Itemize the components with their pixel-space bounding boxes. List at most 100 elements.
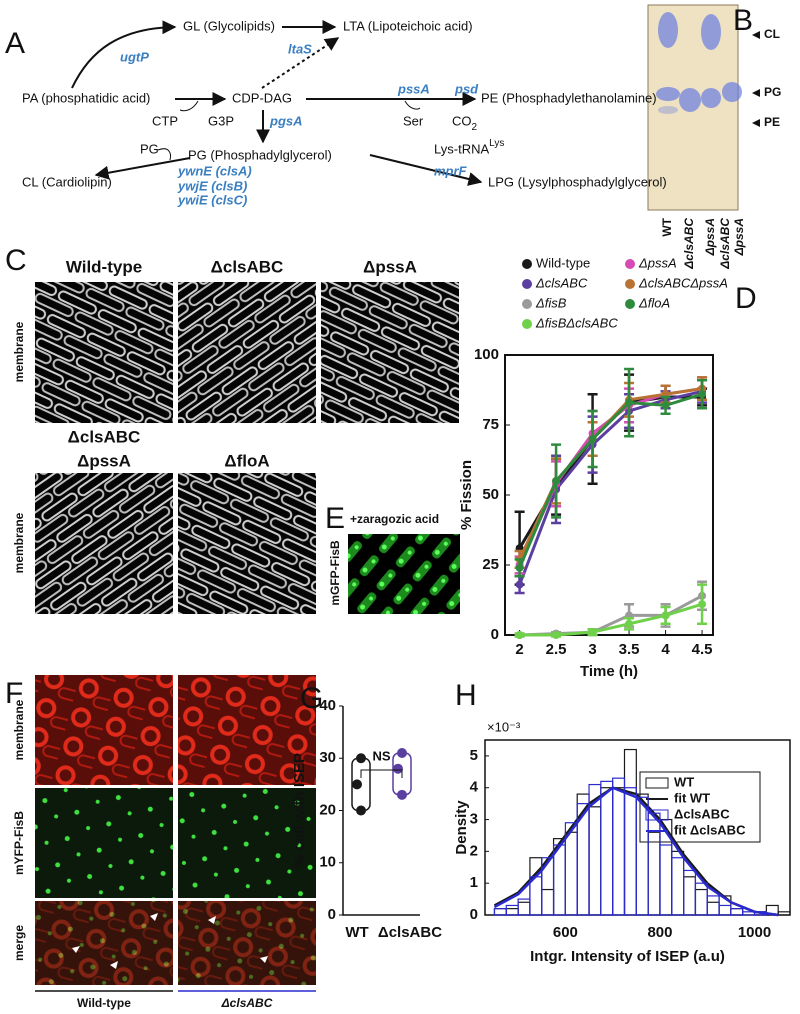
point xyxy=(515,631,524,639)
point xyxy=(552,477,561,485)
histogram-bar xyxy=(671,850,685,916)
legend-marker xyxy=(625,299,635,309)
histogram-bar xyxy=(529,857,543,916)
column-label: Wild-type xyxy=(77,996,131,1010)
x-tick-label: ΔclsABC xyxy=(378,924,442,941)
axes xyxy=(342,706,420,916)
y-tick-label: 50 xyxy=(482,486,499,503)
pathway-text: PG xyxy=(140,141,159,156)
histogram-bar xyxy=(671,857,685,916)
histogram-bar xyxy=(694,882,708,916)
histogram-bar xyxy=(517,898,531,916)
lane-label: ΔclsABC xyxy=(682,218,696,270)
lane-label: ΔpssA xyxy=(732,218,746,256)
histogram-bar xyxy=(612,787,626,916)
band-label: PE xyxy=(764,115,780,129)
band xyxy=(656,87,680,101)
pointer xyxy=(208,916,216,924)
point xyxy=(352,779,362,790)
pathway-text: psd xyxy=(454,81,479,96)
pointer xyxy=(752,89,760,97)
x-tick-label: 4 xyxy=(661,641,670,658)
histogram-bar xyxy=(541,888,555,916)
y-axis-label: % Fission xyxy=(458,460,475,530)
series-line xyxy=(519,602,703,637)
histogram-bar xyxy=(730,908,744,916)
pathway-text: ugtP xyxy=(120,49,149,64)
series-line xyxy=(518,389,703,586)
x-tick-label: 600 xyxy=(553,924,578,941)
x-tick-label: 1000 xyxy=(738,924,771,941)
legend-label: ΔfloA xyxy=(638,295,670,310)
panel-letter: C xyxy=(5,244,27,277)
pathway-text: G3P xyxy=(208,113,234,128)
image xyxy=(35,282,173,423)
point xyxy=(393,763,403,774)
pathway-text: ltaS xyxy=(288,41,312,56)
image-title: ΔfloA xyxy=(224,451,269,470)
arrow xyxy=(369,154,483,186)
pathway-text: pssA xyxy=(397,81,430,96)
pointer xyxy=(110,961,118,969)
point xyxy=(397,748,407,759)
y-tick-label: 0 xyxy=(328,906,336,923)
legend-label: ΔfisBΔclsABC xyxy=(535,315,618,330)
y-tick-label: 2 xyxy=(470,842,478,859)
histogram-bar xyxy=(600,780,614,916)
legend-marker xyxy=(522,279,532,289)
arrow xyxy=(157,148,171,161)
image-title: ΔclsABC xyxy=(68,427,141,446)
arrow xyxy=(71,20,177,89)
histogram-bar xyxy=(588,806,602,916)
image xyxy=(35,788,173,898)
legend-label: fit WT xyxy=(674,790,710,805)
x-tick-label: 2.5 xyxy=(546,641,567,658)
band-label: PG xyxy=(764,85,781,99)
histogram-bar xyxy=(623,748,637,916)
legend-label: ΔfisB xyxy=(535,295,567,310)
point xyxy=(356,805,366,816)
panel-letter: G xyxy=(300,682,323,715)
x-tick-label: WT xyxy=(345,924,368,941)
pointer xyxy=(752,31,760,39)
legend-marker xyxy=(522,299,532,309)
point xyxy=(588,628,597,637)
x-tick-label: 800 xyxy=(647,924,672,941)
annotation: NS xyxy=(372,748,390,763)
pathway-text: CO2 xyxy=(452,113,478,132)
pointer xyxy=(752,119,760,127)
point xyxy=(515,563,524,572)
histogram-bar xyxy=(493,908,507,916)
pathway-text: CL (Cardiolipin) xyxy=(22,174,112,189)
pointer xyxy=(150,913,158,921)
point xyxy=(698,390,707,399)
band xyxy=(701,14,721,50)
y-tick-label: 1 xyxy=(470,874,478,891)
y-tick-label: 0 xyxy=(491,626,499,643)
point xyxy=(397,789,407,800)
image-title: +zaragozic acid xyxy=(350,512,439,526)
histogram-bar xyxy=(529,876,543,916)
image xyxy=(35,473,173,614)
y-multiplier: ×10⁻³ xyxy=(487,719,521,734)
band xyxy=(701,88,721,108)
pathway-text: PG (Phosphadylglycerol) xyxy=(188,147,332,162)
image xyxy=(321,282,459,423)
x-tick-label: 4.5 xyxy=(692,641,713,658)
superscript: Lys xyxy=(489,138,504,149)
histogram-bar xyxy=(600,787,614,916)
image xyxy=(348,534,460,614)
subscript: 2 xyxy=(472,122,478,133)
image xyxy=(178,473,316,614)
histogram-bar xyxy=(694,888,708,916)
pathway-text: LTA (Lipoteichoic acid) xyxy=(343,18,473,33)
row-label: mYFP-FisB xyxy=(12,811,26,875)
pathway-text: mprF xyxy=(434,163,468,178)
pathway-text: LPG (Lysylphosphadylglycerol) xyxy=(488,174,667,189)
y-axis-label: Density xyxy=(453,800,470,855)
histogram-bar xyxy=(623,787,637,916)
x-tick-label: 3.5 xyxy=(619,641,640,658)
legend-marker xyxy=(522,259,532,269)
arrow xyxy=(179,100,199,112)
point xyxy=(661,401,670,410)
